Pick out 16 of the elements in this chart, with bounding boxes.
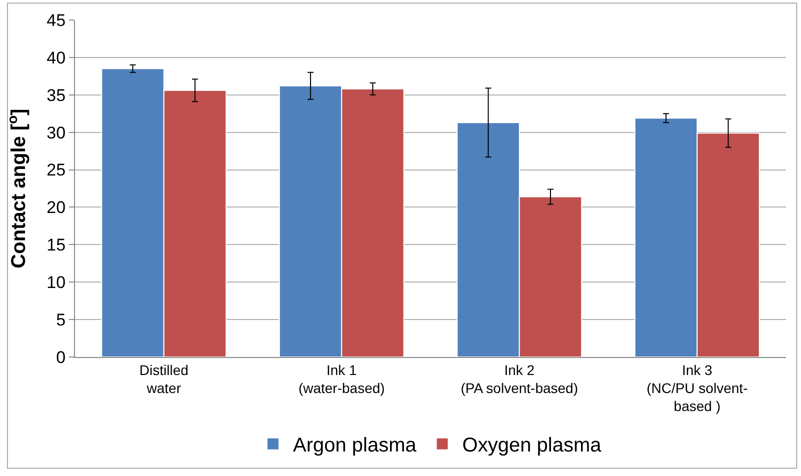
legend-label: Oxygen plasma <box>462 434 602 457</box>
y-tick-label: 20 <box>46 198 66 218</box>
x-tick-label: Distilled water <box>139 362 188 396</box>
y-tick-label: 45 <box>46 10 66 30</box>
x-tick-label: Ink 3 (NC/PU solvent- based ) <box>646 362 748 414</box>
x-tick-label: Ink 2 (PA solvent-based) <box>460 362 578 396</box>
y-tick-label: 40 <box>46 48 66 68</box>
y-tick-label: 5 <box>56 310 66 330</box>
y-tick-label: 15 <box>46 236 66 255</box>
y-tick-label: 35 <box>46 86 66 105</box>
y-tick-label: 30 <box>46 123 66 142</box>
legend-label: Argon plasma <box>293 434 418 457</box>
y-tick-label: 25 <box>46 160 66 180</box>
x-tick-label: Ink 1 (water-based) <box>298 362 385 396</box>
y-tick-label: 10 <box>46 273 66 292</box>
y-tick-label: 0 <box>56 348 66 367</box>
